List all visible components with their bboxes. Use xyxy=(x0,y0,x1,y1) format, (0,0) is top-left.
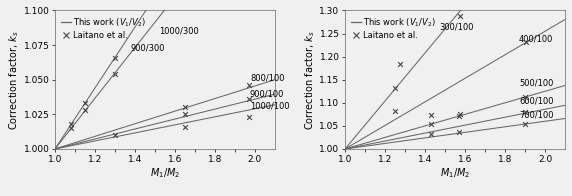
Point xyxy=(455,130,464,133)
Text: 800/100: 800/100 xyxy=(250,74,284,83)
Point xyxy=(244,84,253,87)
Point xyxy=(66,122,76,126)
Point xyxy=(180,113,189,116)
Point xyxy=(66,127,76,130)
Text: 400/100: 400/100 xyxy=(519,34,554,44)
Text: 700/100: 700/100 xyxy=(519,111,554,120)
Text: 300/100: 300/100 xyxy=(439,22,474,31)
Point xyxy=(110,56,120,59)
Point xyxy=(427,114,436,117)
Point xyxy=(522,40,531,43)
Point xyxy=(455,15,464,18)
Legend: This work ($V_1/V_2$), Laitano et al.: This work ($V_1/V_2$), Laitano et al. xyxy=(349,15,438,42)
Point xyxy=(455,113,464,116)
Point xyxy=(110,133,120,137)
Point xyxy=(180,106,189,109)
Point xyxy=(427,132,436,135)
Point xyxy=(244,98,253,101)
Point xyxy=(521,95,530,98)
Text: 500/100: 500/100 xyxy=(519,78,554,87)
Point xyxy=(81,109,90,112)
Point xyxy=(521,111,530,114)
Point xyxy=(110,73,120,76)
Legend: This work ($V_1/V_2$), Laitano et al.: This work ($V_1/V_2$), Laitano et al. xyxy=(59,15,148,42)
X-axis label: $M_1/M_2$: $M_1/M_2$ xyxy=(440,166,470,180)
Point xyxy=(427,123,436,126)
Point xyxy=(521,122,530,125)
Text: 1000/100: 1000/100 xyxy=(250,102,289,111)
Y-axis label: Correction factor, $k_s$: Correction factor, $k_s$ xyxy=(303,30,316,130)
Text: 600/100: 600/100 xyxy=(519,97,554,106)
Text: 900/100: 900/100 xyxy=(250,89,284,98)
X-axis label: $M_1/M_2$: $M_1/M_2$ xyxy=(150,166,180,180)
Point xyxy=(391,86,400,89)
Text: 900/300: 900/300 xyxy=(131,43,165,52)
Point xyxy=(455,114,464,117)
Point xyxy=(391,109,400,112)
Point xyxy=(244,115,253,119)
Point xyxy=(81,102,90,105)
Point xyxy=(395,62,404,65)
Point xyxy=(180,125,189,128)
Y-axis label: Correction factor, $k_s$: Correction factor, $k_s$ xyxy=(7,30,21,130)
Text: 1000/300: 1000/300 xyxy=(159,27,198,36)
